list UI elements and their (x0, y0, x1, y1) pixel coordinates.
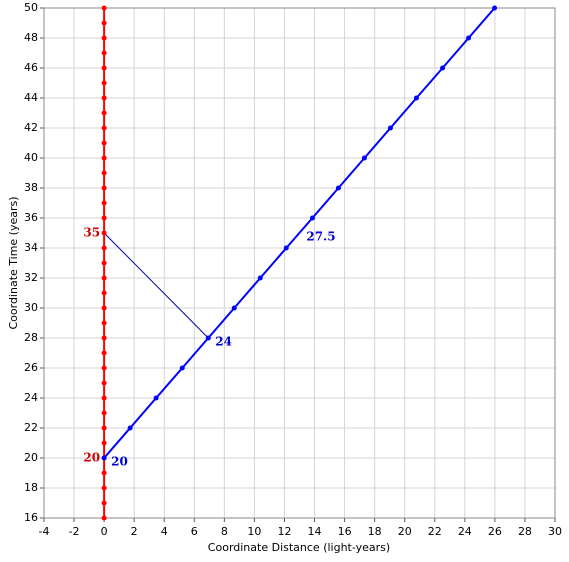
x-tick-label: 22 (428, 525, 442, 538)
data-point (101, 245, 107, 251)
data-point (283, 245, 289, 251)
data-point (309, 215, 315, 221)
x-tick-label: -2 (69, 525, 80, 538)
x-tick-label: 8 (221, 525, 228, 538)
data-point (101, 350, 107, 356)
annotation: 35 (83, 226, 100, 240)
y-tick-label: 40 (24, 151, 38, 164)
data-point (101, 515, 107, 521)
series-line (103, 7, 496, 459)
data-point (153, 395, 159, 401)
y-tick-label: 34 (24, 241, 38, 254)
y-tick-label: 44 (24, 91, 38, 104)
data-point (101, 275, 107, 281)
x-tick-label: 2 (131, 525, 138, 538)
data-point (101, 290, 107, 296)
y-tick-label: 20 (24, 451, 38, 464)
data-point (101, 200, 107, 206)
data-point (440, 65, 446, 71)
data-point (231, 305, 237, 311)
data-point (127, 425, 133, 431)
data-point (335, 185, 341, 191)
data-point (101, 305, 107, 311)
plot-frame (43, 7, 556, 519)
data-point (101, 320, 107, 326)
data-point (101, 185, 107, 191)
x-tick-label: 10 (247, 525, 261, 538)
x-tick-label: 26 (488, 525, 502, 538)
x-tick-label: 0 (101, 525, 108, 538)
x-tick-label: 24 (458, 525, 472, 538)
connector-line (103, 232, 209, 339)
data-point (101, 365, 107, 371)
data-point (101, 395, 107, 401)
data-point (205, 335, 211, 341)
x-tick-label: 28 (518, 525, 532, 538)
y-tick-label: 32 (24, 271, 38, 284)
data-point (361, 155, 367, 161)
annotation: 20 (111, 455, 128, 469)
y-tick-label: 38 (24, 181, 38, 194)
x-tick-label: 4 (161, 525, 168, 538)
data-point (101, 80, 107, 86)
data-point (101, 215, 107, 221)
data-point (466, 35, 472, 41)
data-point (101, 455, 107, 461)
data-point (101, 170, 107, 176)
data-point (101, 155, 107, 161)
y-tick-label: 30 (24, 301, 38, 314)
data-point (101, 425, 107, 431)
data-point (101, 485, 107, 491)
annotation: 24 (215, 335, 232, 349)
y-tick-label: 48 (24, 31, 38, 44)
y-tick-label: 50 (24, 1, 38, 14)
data-point (101, 410, 107, 416)
data-point (101, 20, 107, 26)
data-point (101, 35, 107, 41)
y-tick-label: 16 (24, 511, 38, 524)
y-tick-label: 26 (24, 361, 38, 374)
data-point (101, 125, 107, 131)
data-point (101, 470, 107, 476)
data-point (101, 110, 107, 116)
x-tick-label: 16 (338, 525, 352, 538)
data-point (101, 500, 107, 506)
data-point (387, 125, 393, 131)
annotation: 20 (83, 451, 100, 465)
data-point (179, 365, 185, 371)
y-axis-title: Coordinate Time (years) (7, 196, 20, 329)
y-tick-label: 28 (24, 331, 38, 344)
data-point (101, 440, 107, 446)
x-tick-label: 20 (398, 525, 412, 538)
x-tick-label: 18 (368, 525, 382, 538)
data-point (492, 5, 498, 11)
data-point (101, 260, 107, 266)
data-point (101, 230, 107, 236)
data-point (101, 95, 107, 101)
data-point (101, 140, 107, 146)
annotation: 27.5 (306, 230, 335, 244)
y-tick-label: 42 (24, 121, 38, 134)
x-tick-label: 30 (548, 525, 562, 538)
y-tick-label: 22 (24, 421, 38, 434)
x-tick-label: -4 (39, 525, 50, 538)
y-tick-label: 18 (24, 481, 38, 494)
data-point (101, 65, 107, 71)
y-tick-label: 24 (24, 391, 38, 404)
x-tick-label: 14 (308, 525, 322, 538)
data-point (257, 275, 263, 281)
data-point (101, 380, 107, 386)
x-tick-label: 12 (277, 525, 291, 538)
data-point (413, 95, 419, 101)
data-point (101, 50, 107, 56)
y-tick-label: 46 (24, 61, 38, 74)
data-point (101, 335, 107, 341)
y-tick-label: 36 (24, 211, 38, 224)
data-point (101, 5, 107, 11)
x-tick-label: 6 (191, 525, 198, 538)
x-axis-title: Coordinate Distance (light-years) (208, 541, 390, 554)
